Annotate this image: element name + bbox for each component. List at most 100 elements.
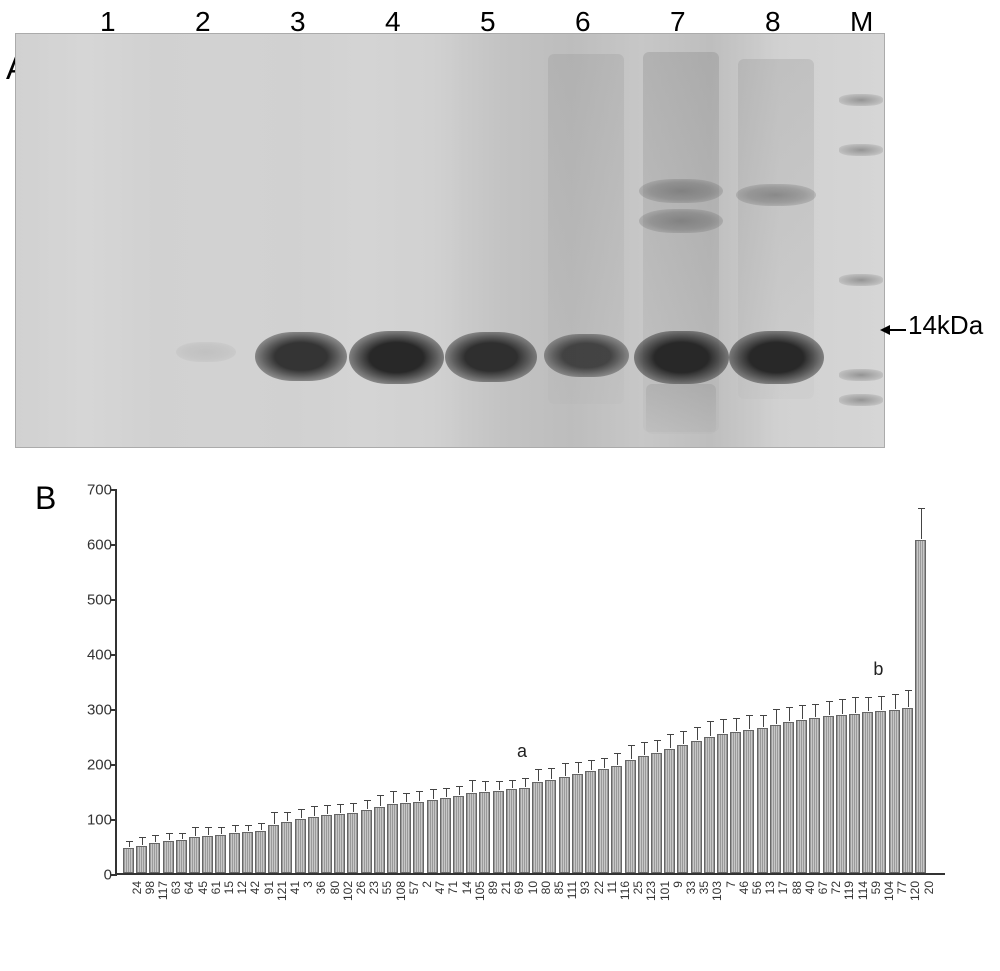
bar [295,819,306,873]
y-tick-label: 700 [72,482,112,499]
error-bar [881,697,882,710]
x-tick-label: 46 [737,881,751,894]
error-bar [499,782,500,789]
error-bar [301,810,302,818]
gel-band-faint [176,342,236,362]
bar [281,822,292,873]
x-tick-label: 111 [565,881,579,899]
bar [149,843,160,873]
error-bar [287,813,288,821]
x-tick-label: 67 [816,881,830,894]
x-tick-label: 14 [460,881,474,894]
bar [677,745,688,873]
mw-annotation-14kda: 14kDa [890,310,1000,350]
error-cap [152,835,159,836]
y-tick-label: 600 [72,537,112,554]
error-cap [430,789,437,790]
chart-annotation: a [517,741,527,762]
bar [189,837,200,873]
error-bar [868,698,869,712]
marker-band [839,369,883,381]
bar [361,810,372,873]
x-tick-label: 21 [499,881,513,894]
error-bar [459,787,460,795]
x-tick-label: 108 [394,881,408,901]
arrow-icon [880,320,908,340]
x-tick-label: 104 [882,881,896,901]
marker-band [839,94,883,106]
error-cap [892,694,899,695]
bar [136,846,147,874]
x-tick-label: 80 [539,881,553,894]
error-bar [842,700,843,714]
gel-image [15,33,885,448]
x-tick-label: 22 [592,881,606,894]
x-tick-label: 45 [196,881,210,894]
error-bar [763,716,764,727]
gel-band-upper [736,184,816,206]
x-tick-label: 40 [803,881,817,894]
x-tick-label: 10 [526,881,540,894]
bar [163,841,174,873]
bar [453,796,464,873]
error-bar [644,743,645,755]
error-cap [284,812,291,813]
error-bar [525,779,526,787]
error-cap [364,800,371,801]
bar [875,711,886,873]
gel-band-upper [639,209,723,233]
error-cap [812,704,819,705]
error-cap [337,804,344,805]
error-bar [578,763,579,773]
y-tick-mark [111,489,117,491]
error-cap [245,825,252,826]
x-tick-label: 41 [288,881,302,894]
error-cap [667,734,674,735]
error-cap [350,803,357,804]
y-tick-label: 500 [72,592,112,609]
x-tick-label: 120 [908,881,922,901]
error-cap [469,780,476,781]
x-tick-label: 59 [869,881,883,894]
x-tick-label: 25 [631,881,645,894]
error-cap [720,719,727,720]
bar [215,835,226,874]
y-tick-mark [111,764,117,766]
error-bar [248,826,249,832]
error-cap [205,827,212,828]
y-tick-label: 200 [72,757,112,774]
mw-label: 14kDa [908,310,983,341]
error-bar [604,759,605,768]
error-cap [575,762,582,763]
y-tick-mark [111,819,117,821]
error-bar [855,698,856,712]
x-tick-label: 88 [790,881,804,894]
error-cap [707,721,714,722]
x-tick-label: 117 [156,881,170,900]
bar [836,715,847,873]
error-bar [683,732,684,745]
bar [598,769,609,874]
x-tick-label: 80 [328,881,342,894]
error-bar [314,807,315,816]
error-cap [443,788,450,789]
bar [783,722,794,873]
error-bar [631,746,632,760]
error-cap [733,718,740,719]
bar [889,710,900,873]
bar [268,825,279,873]
error-cap [377,795,384,796]
error-cap [773,709,780,710]
y-tick-mark [111,544,117,546]
error-bar [472,781,473,792]
bar [585,771,596,873]
x-tick-label: 9 [671,881,685,888]
chart-area: ab 0100200300400500600700 [115,490,945,875]
y-tick-mark [111,654,117,656]
y-tick-mark [111,599,117,601]
error-bar [446,789,447,797]
y-tick-label: 100 [72,812,112,829]
bar [796,720,807,873]
x-tick-label: 3 [301,881,315,888]
bar [862,712,873,873]
